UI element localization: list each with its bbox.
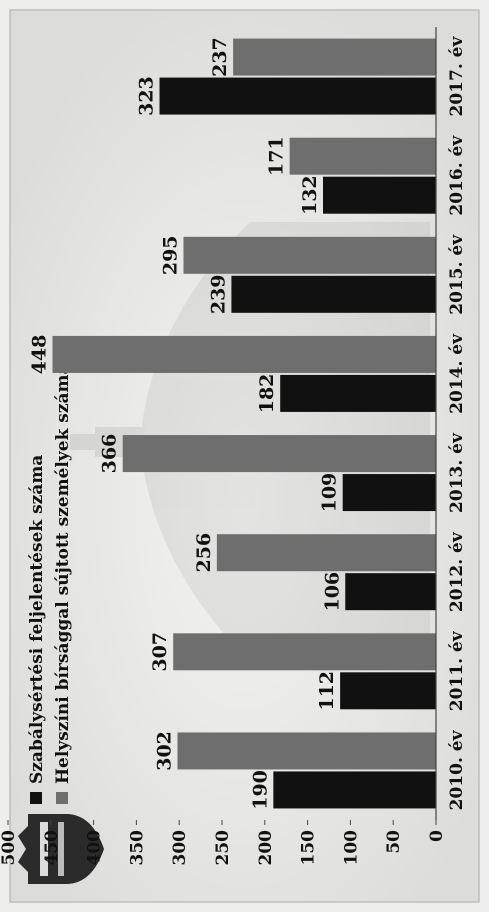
y-tick-label: 350 [127, 830, 147, 866]
y-tick-label: 300 [170, 830, 190, 866]
data-label-1-7: 323 [136, 76, 158, 116]
bar-2-2 [216, 534, 436, 572]
x-category-label: 2010. év [447, 729, 467, 810]
x-category-label: 2017. év [447, 36, 467, 117]
y-tick-label: 500 [0, 830, 19, 866]
bar-2-3 [122, 435, 436, 473]
y-tick-label: 150 [299, 830, 319, 866]
bar-2-0 [177, 732, 436, 770]
bar-2-1 [173, 633, 436, 671]
bar-1-2 [345, 573, 437, 611]
data-label-1-1: 112 [316, 671, 338, 711]
y-tick-label: 250 [213, 830, 233, 866]
bar-1-7 [159, 77, 436, 115]
bar-2-4 [52, 335, 437, 373]
bar-1-3 [342, 474, 437, 512]
y-tick-label: 100 [341, 830, 361, 866]
x-category-label: 2014. év [447, 333, 467, 414]
legend-swatch-series-2 [56, 792, 68, 804]
legend-label-series-2: Helyszíni bírsággal sújtott személyek sz… [53, 363, 73, 784]
legend-label-series-1: Szabálysértési feljelentések száma [27, 455, 47, 784]
data-label-1-2: 106 [321, 572, 343, 612]
x-category-label: 2016. év [447, 135, 467, 216]
bar-1-4 [280, 374, 437, 412]
bar-1-1 [340, 672, 436, 710]
data-label-2-4: 448 [29, 335, 51, 375]
data-label-1-4: 182 [256, 374, 278, 414]
y-tick-label: 200 [256, 830, 276, 866]
data-label-2-6: 171 [266, 136, 288, 176]
crest-emblem-icon [18, 814, 104, 884]
data-label-2-1: 307 [149, 632, 171, 672]
bar-2-5 [183, 236, 436, 274]
data-label-1-3: 109 [319, 473, 341, 513]
y-tick-label: 450 [42, 830, 62, 866]
data-label-2-7: 237 [209, 37, 231, 77]
data-label-1-6: 132 [299, 175, 321, 215]
bar-1-6 [323, 176, 436, 214]
legend: Szabálysértési feljelentések száma Helys… [27, 363, 73, 804]
y-tick-label: 400 [85, 830, 105, 866]
data-label-1-5: 239 [207, 274, 229, 314]
data-label-2-5: 295 [159, 235, 181, 275]
bar-2-7 [233, 38, 436, 76]
x-category-label: 2015. év [447, 234, 467, 315]
x-category-label: 2011. év [447, 630, 467, 711]
bar-1-0 [273, 771, 436, 809]
bar-1-5 [231, 275, 436, 313]
data-label-2-3: 366 [99, 434, 121, 474]
data-label-2-2: 256 [193, 533, 215, 573]
bar-2-6 [289, 137, 436, 175]
plot-area: 0 50 100 150 200 250 300 350 400 450 500 190 302 2010… [0, 36, 467, 866]
y-tick-label: 0 [427, 830, 447, 842]
legend-swatch-series-1 [30, 792, 42, 804]
data-label-2-0: 302 [153, 731, 175, 771]
x-category-label: 2013. év [447, 432, 467, 513]
y-tick-label: 50 [384, 830, 404, 854]
x-category-label: 2012. év [447, 531, 467, 612]
data-label-1-0: 190 [249, 770, 271, 810]
